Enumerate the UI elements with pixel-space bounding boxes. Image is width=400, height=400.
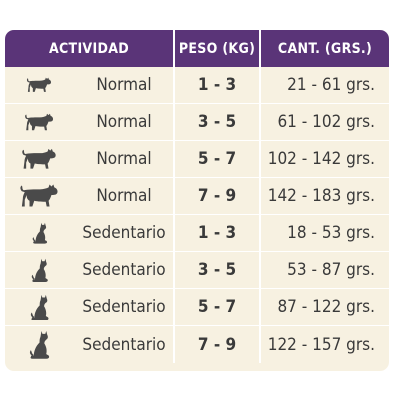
table-row: Normal 1 - 3 21 - 61 grs. <box>5 67 389 104</box>
peso-cell: 7 - 9 <box>173 178 259 214</box>
walking-cat-medium-icon <box>19 107 61 137</box>
peso-cell: 7 - 9 <box>173 326 259 363</box>
sitting-cat-large-icon <box>19 292 61 322</box>
actividad-cell: Sedentario <box>5 326 173 363</box>
cantidad-cell: 53 - 87 grs. <box>259 252 389 288</box>
actividad-cell: Sedentario <box>5 252 173 288</box>
actividad-cell: Sedentario <box>5 289 173 325</box>
table-body: Normal 1 - 3 21 - 61 grs. Normal 3 - 5 61 - 1… <box>5 67 389 363</box>
peso-cell: 5 - 7 <box>173 289 259 325</box>
table-row: Sedentario 7 - 9 122 - 157 grs. <box>5 326 389 363</box>
sitting-cat-medium-icon <box>19 255 61 285</box>
sitting-cat-xlarge-icon <box>19 330 61 360</box>
actividad-label: Normal <box>96 149 152 169</box>
table-row: Normal 3 - 5 61 - 102 grs. <box>5 104 389 141</box>
cantidad-cell: 87 - 122 grs. <box>259 289 389 325</box>
table-row: Sedentario 3 - 5 53 - 87 grs. <box>5 252 389 289</box>
walking-cat-large-icon <box>19 144 61 174</box>
cantidad-cell: 21 - 61 grs. <box>259 67 389 103</box>
actividad-cell: Normal <box>5 141 173 177</box>
table-row: Sedentario 1 - 3 18 - 53 grs. <box>5 215 389 252</box>
actividad-cell: Normal <box>5 104 173 140</box>
cantidad-cell: 102 - 142 grs. <box>259 141 389 177</box>
actividad-cell: Normal <box>5 67 173 103</box>
actividad-label: Sedentario <box>82 334 166 355</box>
actividad-cell: Sedentario <box>5 215 173 251</box>
walking-cat-xlarge-icon <box>19 181 61 211</box>
table-row: Sedentario 5 - 7 87 - 122 grs. <box>5 289 389 326</box>
table-row: Normal 7 - 9 142 - 183 grs. <box>5 178 389 215</box>
sitting-cat-small-icon <box>19 218 61 248</box>
cantidad-cell: 61 - 102 grs. <box>259 104 389 140</box>
actividad-label: Sedentario <box>82 223 166 243</box>
actividad-label: Sedentario <box>82 297 166 317</box>
actividad-label: Normal <box>96 186 152 206</box>
peso-cell: 3 - 5 <box>173 104 259 140</box>
table-header: ACTIVIDAD PESO (KG) CANT. (GRS.) <box>5 30 389 67</box>
cantidad-cell: 122 - 157 grs. <box>259 326 389 363</box>
header-peso: PESO (KG) <box>173 30 259 67</box>
cantidad-cell: 142 - 183 grs. <box>259 178 389 214</box>
cantidad-cell: 18 - 53 grs. <box>259 215 389 251</box>
header-cantidad: CANT. (GRS.) <box>259 30 389 67</box>
peso-cell: 1 - 3 <box>173 67 259 103</box>
feeding-table: ACTIVIDAD PESO (KG) CANT. (GRS.) Normal 1… <box>5 30 389 371</box>
actividad-label: Normal <box>96 75 152 95</box>
actividad-label: Normal <box>96 112 152 132</box>
header-actividad: ACTIVIDAD <box>48 40 130 57</box>
peso-cell: 1 - 3 <box>173 215 259 251</box>
peso-cell: 5 - 7 <box>173 141 259 177</box>
actividad-label: Sedentario <box>82 260 166 280</box>
walking-cat-small-icon <box>19 70 61 100</box>
table-row: Normal 5 - 7 102 - 142 grs. <box>5 141 389 178</box>
actividad-cell: Normal <box>5 178 173 214</box>
peso-cell: 3 - 5 <box>173 252 259 288</box>
